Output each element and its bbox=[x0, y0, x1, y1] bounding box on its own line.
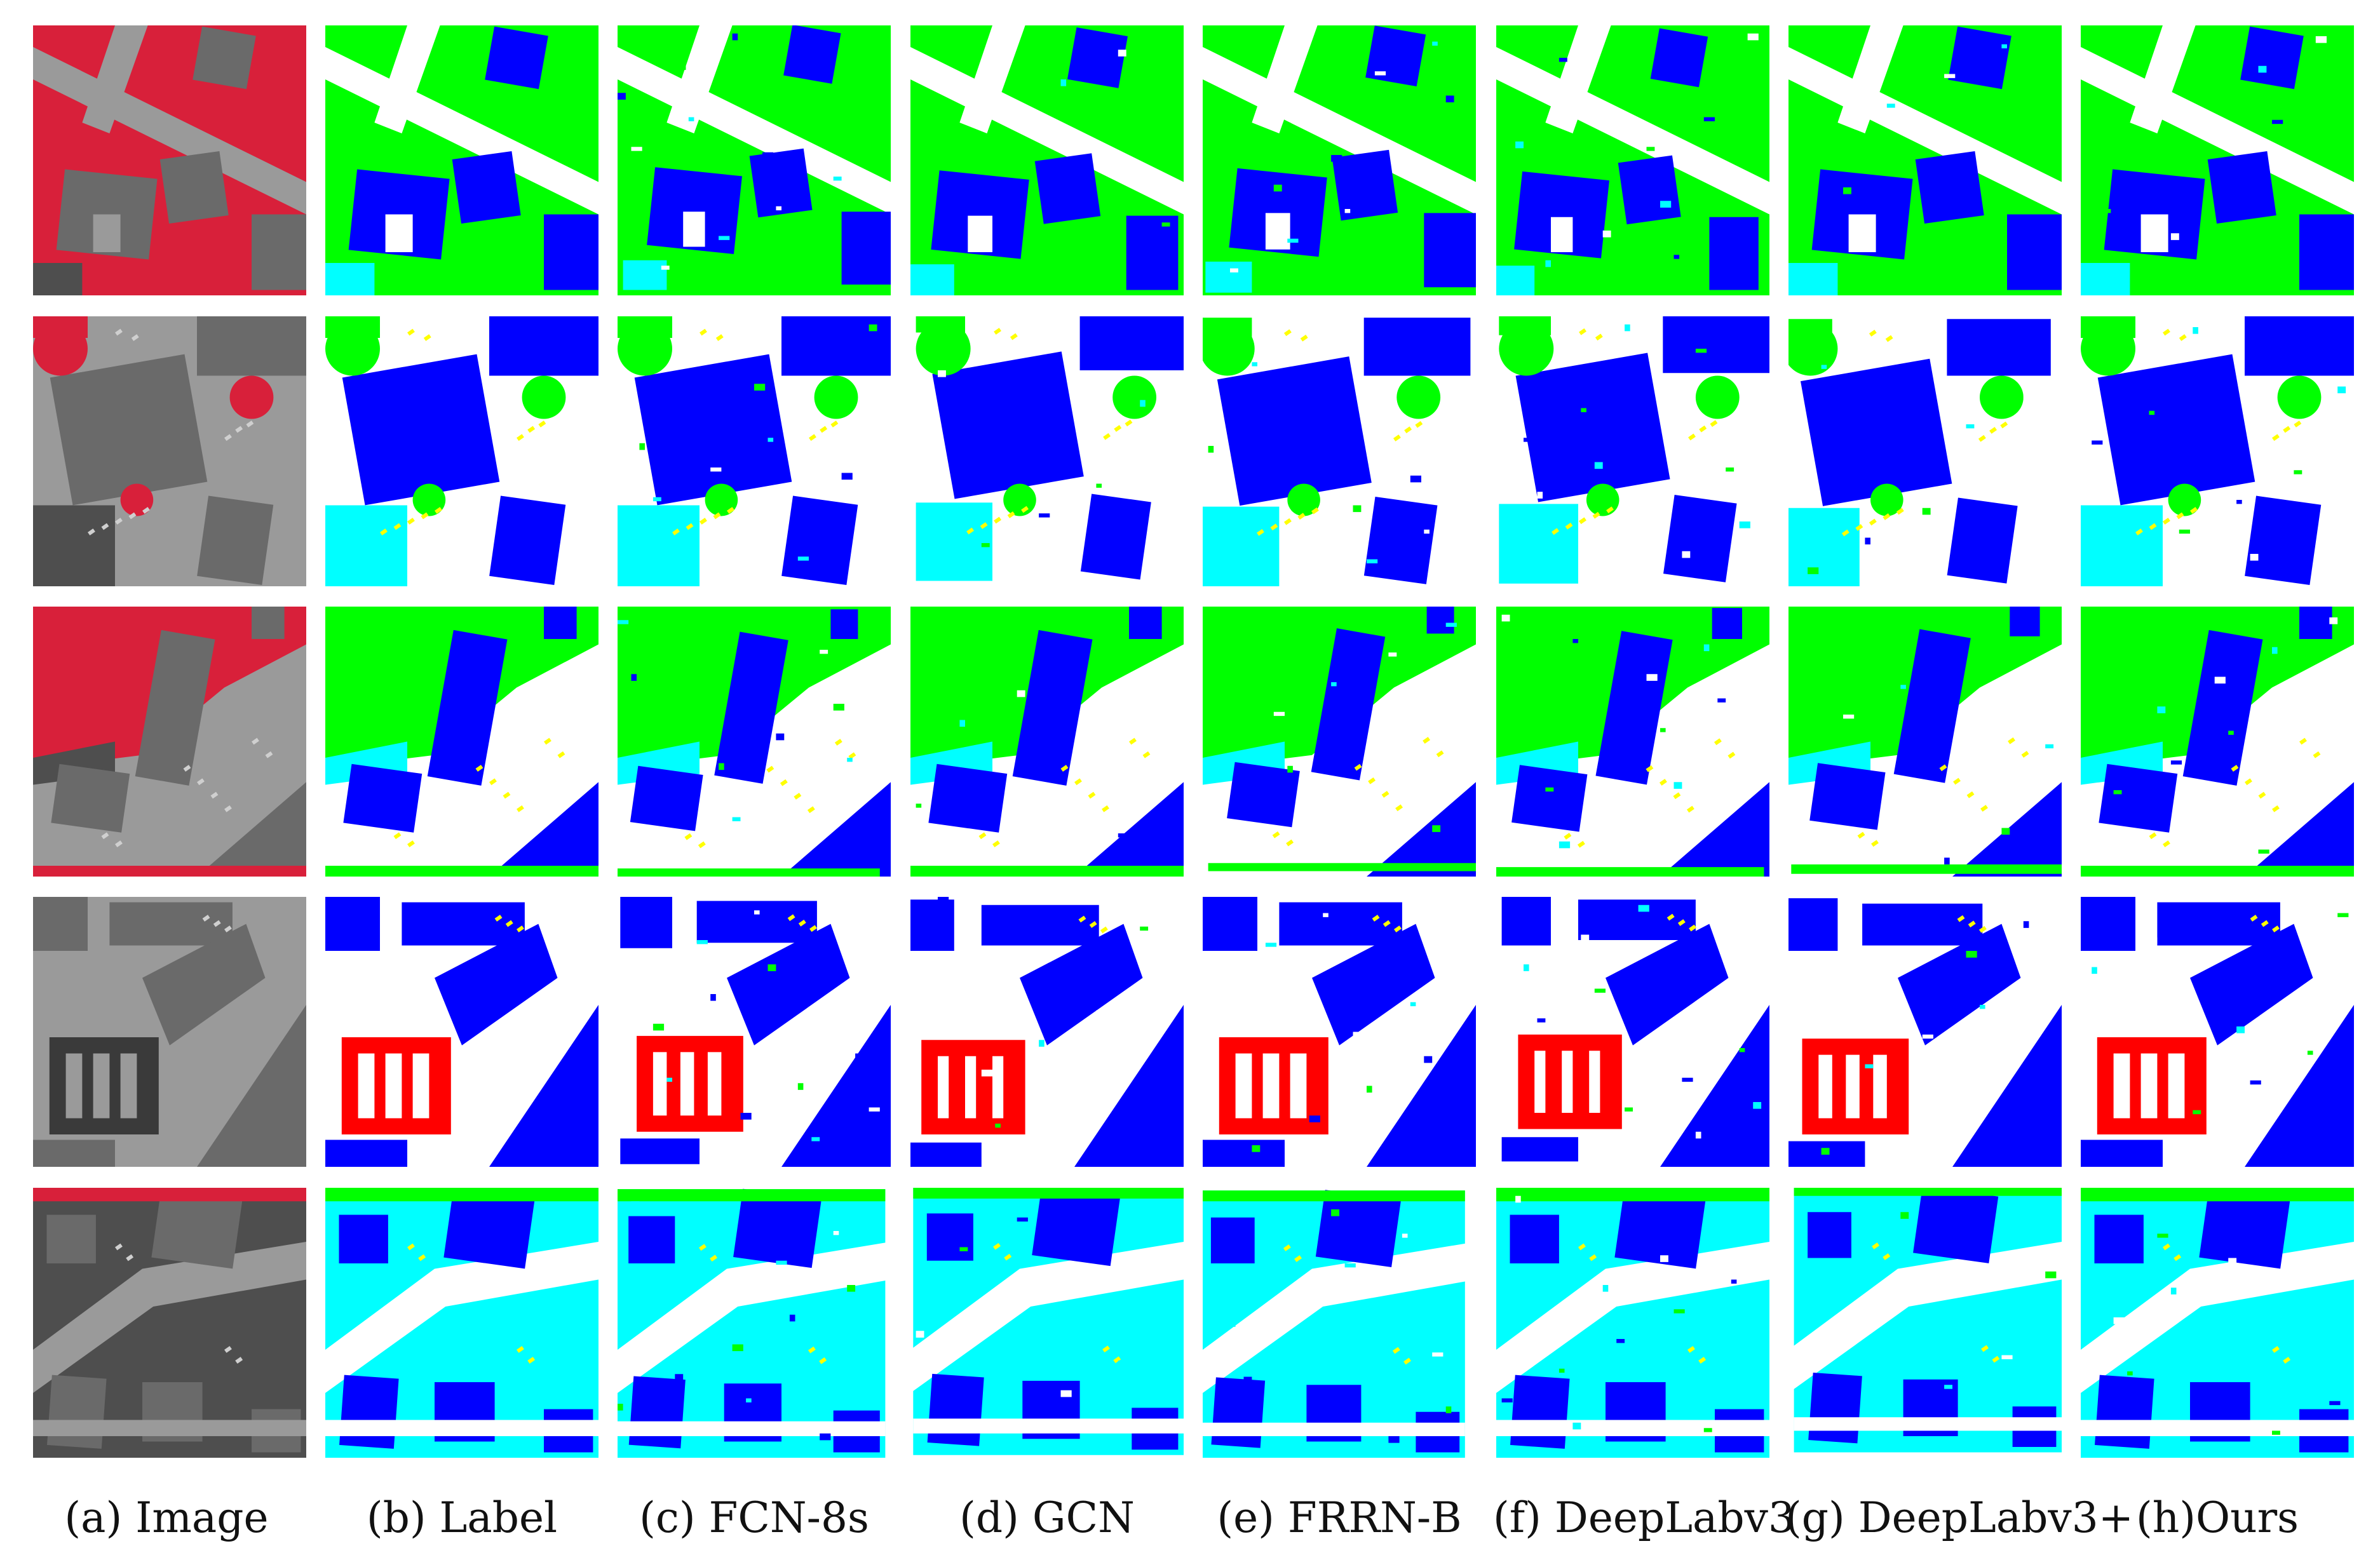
segmentation-map bbox=[2081, 25, 2354, 295]
segmentation-map bbox=[618, 1188, 891, 1458]
tile-gcn-row-2 bbox=[910, 316, 1184, 586]
segmentation-map bbox=[1203, 25, 1476, 295]
caption-image: (a) Image bbox=[64, 1493, 269, 1542]
segmentation-map bbox=[325, 25, 598, 295]
tile-image-row-5 bbox=[33, 1188, 306, 1458]
segmentation-map bbox=[1788, 25, 2062, 295]
segmentation-map bbox=[1496, 897, 1769, 1167]
caption-fcn8s: (c) FCN-8s bbox=[639, 1493, 869, 1542]
tile-label-row-1 bbox=[325, 25, 598, 295]
tile-fcn8s-row-1 bbox=[618, 25, 891, 295]
tile-fcn8s-row-2 bbox=[618, 316, 891, 586]
caption-ours: (h)Ours bbox=[2135, 1493, 2299, 1542]
segmentation-map bbox=[1496, 607, 1769, 877]
aerial-image bbox=[33, 316, 306, 586]
segmentation-map bbox=[910, 1188, 1184, 1458]
caption-label: (b) Label bbox=[366, 1493, 558, 1542]
tile-image-row-2 bbox=[33, 316, 306, 586]
caption-gcn: (d) GCN bbox=[959, 1493, 1135, 1542]
segmentation-map bbox=[1203, 897, 1476, 1167]
tile-frrnb-row-4 bbox=[1203, 897, 1476, 1167]
tile-ours-row-1 bbox=[2081, 25, 2354, 295]
aerial-image bbox=[33, 1188, 306, 1458]
segmentation-map bbox=[1203, 607, 1476, 877]
segmentation-map bbox=[325, 897, 598, 1167]
tile-deeplabv3plus-row-1 bbox=[1788, 25, 2062, 295]
tile-deeplabv3plus-row-5 bbox=[1788, 1188, 2062, 1458]
tile-deeplabv3-row-2 bbox=[1496, 316, 1769, 586]
tile-deeplabv3plus-row-4 bbox=[1788, 897, 2062, 1167]
tile-label-row-3 bbox=[325, 607, 598, 877]
tile-fcn8s-row-5 bbox=[618, 1188, 891, 1458]
tile-fcn8s-row-3 bbox=[618, 607, 891, 877]
tile-deeplabv3-row-1 bbox=[1496, 25, 1769, 295]
segmentation-map bbox=[1496, 25, 1769, 295]
segmentation-map bbox=[910, 316, 1184, 586]
segmentation-map bbox=[910, 607, 1184, 877]
tile-label-row-4 bbox=[325, 897, 598, 1167]
segmentation-map bbox=[618, 316, 891, 586]
tile-deeplabv3-row-5 bbox=[1496, 1188, 1769, 1458]
tile-frrnb-row-2 bbox=[1203, 316, 1476, 586]
tile-image-row-1 bbox=[33, 25, 306, 295]
tile-image-row-4 bbox=[33, 897, 306, 1167]
segmentation-map bbox=[325, 316, 598, 586]
tile-deeplabv3plus-row-3 bbox=[1788, 607, 2062, 877]
segmentation-map bbox=[2081, 1188, 2354, 1458]
tile-gcn-row-5 bbox=[910, 1188, 1184, 1458]
segmentation-map bbox=[325, 607, 598, 877]
segmentation-map bbox=[618, 607, 891, 877]
segmentation-map bbox=[1496, 316, 1769, 586]
segmentation-map bbox=[1788, 316, 2062, 586]
tile-fcn8s-row-4 bbox=[618, 897, 891, 1167]
tile-ours-row-2 bbox=[2081, 316, 2354, 586]
segmentation-map bbox=[2081, 607, 2354, 877]
segmentation-map bbox=[2081, 897, 2354, 1167]
segmentation-map bbox=[1203, 1188, 1476, 1458]
tile-ours-row-5 bbox=[2081, 1188, 2354, 1458]
tile-image-row-3 bbox=[33, 607, 306, 877]
segmentation-map bbox=[325, 1188, 598, 1458]
tile-label-row-2 bbox=[325, 316, 598, 586]
aerial-image bbox=[33, 25, 306, 295]
tile-ours-row-4 bbox=[2081, 897, 2354, 1167]
caption-frrnb: (e) FRRN-B bbox=[1217, 1493, 1462, 1542]
segmentation-map bbox=[1788, 1188, 2062, 1458]
segmentation-map bbox=[1788, 897, 2062, 1167]
tile-label-row-5 bbox=[325, 1188, 598, 1458]
caption-deeplabv3plus: (g) DeepLabv3+ bbox=[1785, 1493, 2134, 1542]
segmentation-map bbox=[2081, 316, 2354, 586]
segmentation-map bbox=[910, 897, 1184, 1167]
tile-ours-row-3 bbox=[2081, 607, 2354, 877]
tile-frrnb-row-3 bbox=[1203, 607, 1476, 877]
tile-deeplabv3-row-4 bbox=[1496, 897, 1769, 1167]
caption-deeplabv3: (f) DeepLabv3 bbox=[1493, 1493, 1795, 1542]
tile-gcn-row-3 bbox=[910, 607, 1184, 877]
segmentation-map bbox=[1496, 1188, 1769, 1458]
segmentation-map bbox=[618, 25, 891, 295]
segmentation-map bbox=[618, 897, 891, 1167]
tile-deeplabv3-row-3 bbox=[1496, 607, 1769, 877]
aerial-image bbox=[33, 607, 306, 877]
tile-deeplabv3plus-row-2 bbox=[1788, 316, 2062, 586]
tile-gcn-row-1 bbox=[910, 25, 1184, 295]
segmentation-map bbox=[1203, 316, 1476, 586]
aerial-image bbox=[33, 897, 306, 1167]
segmentation-map bbox=[1788, 607, 2062, 877]
segmentation-map bbox=[910, 25, 1184, 295]
tile-frrnb-row-5 bbox=[1203, 1188, 1476, 1458]
tile-gcn-row-4 bbox=[910, 897, 1184, 1167]
tile-frrnb-row-1 bbox=[1203, 25, 1476, 295]
